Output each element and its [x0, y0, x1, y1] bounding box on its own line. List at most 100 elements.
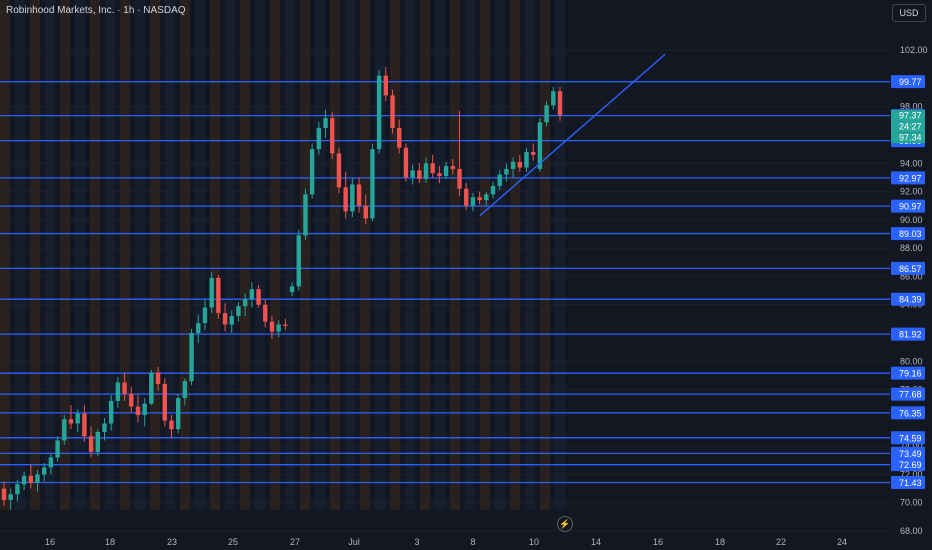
current-price-badge-label: 24:27 — [899, 122, 922, 132]
candle-body — [95, 432, 100, 452]
session-band — [420, 0, 430, 510]
session-band — [180, 0, 190, 510]
level-badge — [891, 261, 925, 275]
candle-body — [323, 118, 328, 128]
session-band — [525, 0, 535, 510]
candlestick-series — [1, 67, 563, 510]
time-tick-label: 24 — [837, 537, 847, 547]
session-band — [195, 0, 205, 510]
candle-body — [537, 122, 543, 169]
session-band — [285, 0, 295, 510]
candle-body — [403, 147, 409, 178]
time-tick-label: 18 — [105, 537, 115, 547]
price-tick-label: 72.00 — [900, 469, 923, 479]
candle-body — [155, 372, 161, 384]
level-badge-label: 77.68 — [899, 390, 922, 400]
level-badge — [891, 475, 925, 489]
level-badge — [891, 366, 925, 380]
session-band — [300, 0, 310, 510]
currency-button[interactable]: USD — [892, 4, 926, 22]
session-band — [45, 0, 55, 510]
session-band — [0, 0, 10, 510]
current-price-badge — [891, 110, 925, 122]
price-tick-label: 98.00 — [900, 102, 923, 112]
candle-body — [330, 118, 335, 154]
candle-body — [430, 163, 435, 174]
price-tick-label: 70.00 — [900, 498, 923, 508]
session-band — [360, 0, 370, 510]
horizontal-levels — [0, 81, 890, 484]
session-band — [240, 0, 250, 510]
trendline — [479, 53, 666, 217]
session-band — [75, 0, 85, 510]
candle-body — [162, 383, 167, 421]
price-tick-label: 102.00 — [900, 45, 928, 55]
price-tick-label: 74.00 — [900, 441, 923, 451]
time-tick-label: Jul — [348, 537, 360, 547]
candle-body — [169, 420, 174, 430]
candle-body — [551, 91, 556, 106]
time-tick-label: 25 — [228, 537, 238, 547]
level-badge — [891, 446, 925, 460]
candle-body — [490, 185, 496, 195]
lightning-bolt-icon[interactable]: ⚡ — [557, 516, 573, 532]
time-tick-label: 27 — [290, 537, 300, 547]
level-badge — [891, 431, 925, 445]
candle-body — [21, 475, 27, 485]
candle-body — [75, 413, 80, 424]
current-price-badge — [891, 132, 925, 144]
candle-body — [557, 91, 563, 116]
time-tick-label: 8 — [470, 537, 475, 547]
level-badge — [891, 199, 925, 213]
session-band — [225, 0, 235, 510]
candle-body — [108, 400, 114, 424]
candle-body — [249, 289, 255, 300]
candle-body — [229, 316, 234, 325]
level-badge — [891, 406, 925, 420]
session-band — [30, 0, 40, 510]
candle-body — [175, 398, 181, 430]
candle-body — [68, 419, 74, 424]
candle-body — [510, 161, 516, 169]
time-tick-label: 10 — [529, 537, 539, 547]
session-band — [120, 0, 130, 510]
candle-body — [41, 467, 47, 475]
candle-body — [437, 173, 442, 177]
price-tick-label: 86.00 — [900, 271, 923, 281]
time-tick-label: 22 — [776, 537, 786, 547]
session-band — [390, 0, 400, 510]
level-badge-label: 73.49 — [899, 449, 922, 459]
level-badge-label: 99.77 — [899, 77, 922, 87]
session-band — [15, 0, 25, 510]
time-tick-label: 16 — [45, 537, 55, 547]
candle-body — [470, 197, 476, 206]
candle-body — [189, 333, 194, 382]
candle-body — [477, 197, 482, 201]
candle-body — [88, 436, 94, 452]
candle-body — [129, 393, 134, 407]
candle-body — [350, 184, 355, 212]
candle-body — [182, 381, 188, 399]
candle-body — [15, 484, 20, 495]
candle-body — [356, 184, 362, 206]
time-tick-label: 18 — [715, 537, 725, 547]
session-band — [165, 0, 175, 510]
session-band — [450, 0, 460, 510]
candle-body — [149, 372, 154, 404]
candle-body — [376, 75, 382, 150]
candle-body — [82, 413, 87, 437]
price-tick-label: 80.00 — [900, 356, 923, 366]
candle-body — [115, 382, 121, 401]
level-badge-label: 72.69 — [899, 460, 922, 470]
session-band — [555, 0, 565, 510]
candle-body — [283, 324, 288, 326]
candle-body — [531, 151, 536, 155]
time-tick-label: 3 — [414, 537, 419, 547]
session-band — [510, 0, 520, 510]
candle-body — [370, 149, 375, 219]
level-badge — [891, 327, 925, 341]
candle-body — [343, 187, 348, 212]
candle-body — [484, 194, 489, 201]
level-badge-label: 79.16 — [899, 369, 922, 379]
